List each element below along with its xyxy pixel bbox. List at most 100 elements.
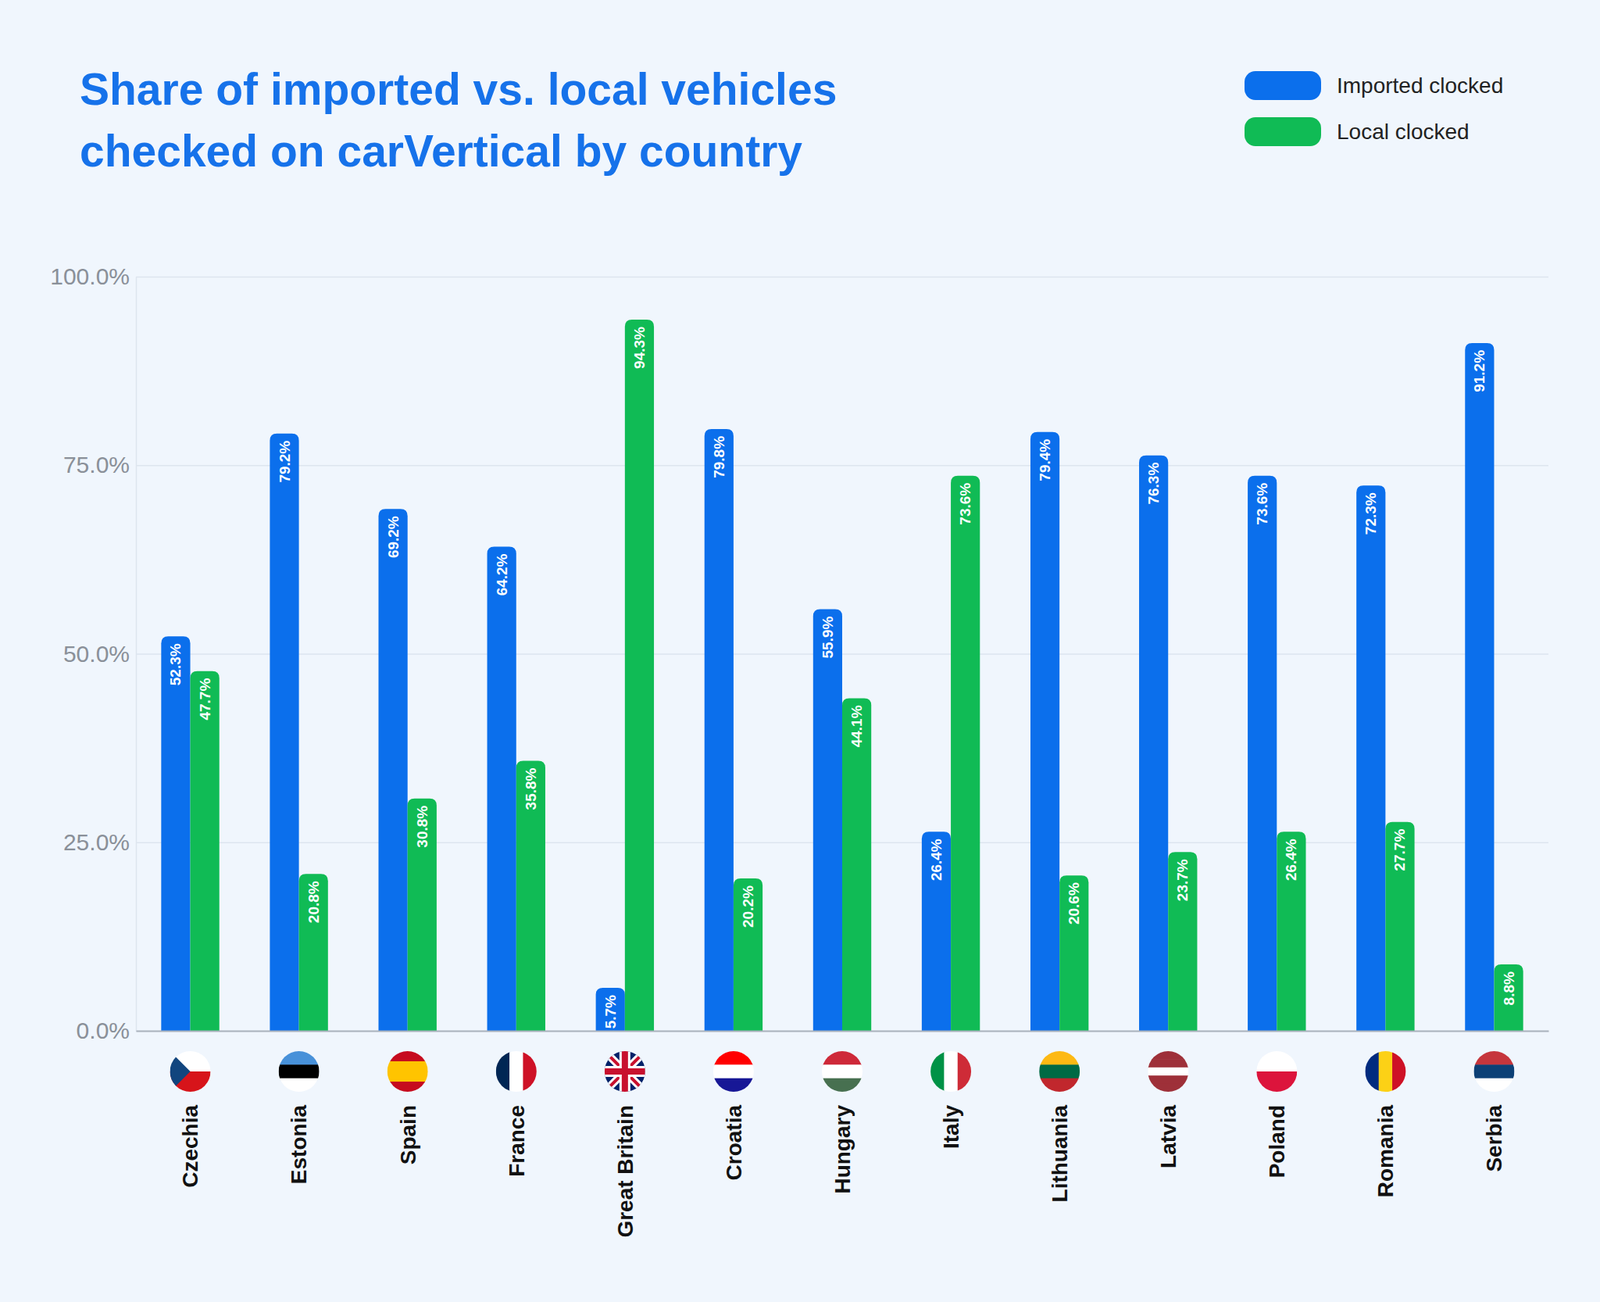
x-axis: CzechiaEstoniaSpainFranceGreat BritainCr…: [136, 1030, 1550, 1238]
data-label: 73.6%: [957, 482, 974, 525]
data-label: 52.3%: [167, 642, 184, 686]
flag-stripe: [387, 1071, 429, 1083]
x-tick-label: Poland: [1264, 1104, 1290, 1178]
data-label: 69.2%: [385, 515, 402, 558]
bar: [160, 635, 190, 1031]
bar: [487, 546, 517, 1031]
flag-stripe: [522, 1050, 537, 1092]
data-label: 8.8%: [1500, 971, 1518, 1005]
bar: [1030, 432, 1060, 1031]
flag-stripe: [278, 1064, 320, 1079]
x-tick-label: Estonia: [286, 1104, 311, 1185]
legend: Imported clocked Local clocked: [1244, 71, 1504, 147]
y-axis: 0.0%25.0%50.0%75.0%100.0%: [50, 263, 1549, 1043]
legend-label: Local clocked: [1336, 119, 1470, 144]
x-tick-label: Romania: [1373, 1104, 1398, 1198]
data-label: 72.3%: [1362, 492, 1379, 535]
flag-stripe: [1364, 1050, 1379, 1092]
flag: [1473, 1050, 1515, 1093]
grid-line: [135, 464, 1549, 467]
grid-line: [135, 1030, 1549, 1033]
x-tick-label: Croatia: [721, 1104, 747, 1181]
chart: Share of imported vs. local vehicleschec…: [0, 0, 1600, 1302]
flag-stripe: [509, 1050, 524, 1092]
data-label: 79.4%: [1036, 439, 1054, 482]
flag-stripe: [1039, 1050, 1080, 1065]
flag: [713, 1050, 754, 1093]
flag-stripe: [713, 1064, 754, 1079]
bar: [299, 873, 329, 1031]
bar: [1276, 831, 1306, 1031]
flag: [1147, 1050, 1189, 1093]
bar: [625, 319, 654, 1031]
flag-stripe: [1473, 1050, 1515, 1065]
bar: [704, 428, 734, 1031]
x-tick-label: Latvia: [1156, 1104, 1181, 1168]
flag-stripe: [1392, 1050, 1407, 1092]
flag: [496, 1050, 538, 1092]
data-label: 73.6%: [1253, 482, 1271, 525]
bar: [516, 760, 546, 1031]
flag-stripe: [1039, 1078, 1080, 1093]
data-label: 94.3%: [631, 326, 648, 369]
flag-stripe: [604, 1050, 646, 1092]
flag: [821, 1050, 863, 1093]
flag: [604, 1050, 646, 1093]
x-axis-line: [136, 1030, 1550, 1033]
bar: [1139, 455, 1168, 1031]
flag-stripe: [821, 1050, 863, 1065]
flag-stripe: [1147, 1067, 1189, 1076]
flag-stripe: [604, 1050, 646, 1093]
flag-stripe: [604, 1067, 646, 1075]
flag-stripe: [1473, 1064, 1515, 1079]
data-label: 35.8%: [522, 767, 540, 810]
x-tick-label: Hungary: [830, 1104, 855, 1194]
bar: [813, 609, 843, 1031]
x-tick-label: Serbia: [1482, 1104, 1507, 1172]
data-label: 44.1%: [848, 704, 865, 747]
legend-swatch: [1244, 71, 1322, 100]
data-label: 79.2%: [276, 440, 293, 483]
flag-stripe: [387, 1050, 429, 1062]
flag-stripe: [1147, 1058, 1189, 1068]
x-tick: France: [504, 1030, 529, 1177]
data-label: 91.2%: [1471, 350, 1488, 393]
bar: [921, 831, 951, 1031]
flag-stripe: [604, 1050, 646, 1092]
bar: [1059, 875, 1089, 1031]
data-label: 26.4%: [1282, 838, 1300, 881]
y-tick-label: 25.0%: [63, 828, 130, 855]
bar: [733, 878, 763, 1031]
data-label: 47.7%: [196, 678, 214, 721]
legend-swatch: [1244, 117, 1322, 147]
data-label: 79.8%: [710, 435, 728, 479]
grid-line: [135, 276, 1549, 279]
bar: [1356, 485, 1386, 1031]
y-tick: 100.0%: [50, 263, 1549, 290]
flag-stripe: [713, 1078, 754, 1093]
flag-stripe: [278, 1078, 320, 1093]
data-label: 26.4%: [928, 838, 945, 881]
y-tick-label: 50.0%: [63, 640, 130, 667]
flag-stripe: [1147, 1075, 1189, 1084]
legend-label: Imported clocked: [1336, 73, 1504, 98]
flag: [930, 1050, 972, 1092]
data-label: 20.2%: [739, 885, 757, 928]
flag-stripe: [604, 1050, 646, 1092]
flag-stripe: [387, 1081, 429, 1093]
data-label: 76.3%: [1145, 462, 1162, 505]
x-tick-label: Italy: [939, 1104, 964, 1149]
data-label: 55.9%: [819, 615, 836, 658]
flag-stripe: [1256, 1071, 1297, 1093]
bar: [950, 475, 980, 1031]
x-tick: Spain: [395, 1030, 420, 1165]
data-labels: 52.3%79.2%69.2%64.2%5.7%79.8%55.9%26.4%7…: [167, 326, 1517, 1029]
bar: [1247, 475, 1277, 1031]
flag-stripe: [821, 1078, 863, 1093]
flag-stripe: [496, 1050, 511, 1092]
flag-stripe: [821, 1064, 863, 1079]
flag: [387, 1050, 429, 1093]
data-label: 20.8%: [305, 880, 322, 923]
bar: [596, 987, 625, 1031]
data-label: 27.7%: [1391, 828, 1408, 872]
